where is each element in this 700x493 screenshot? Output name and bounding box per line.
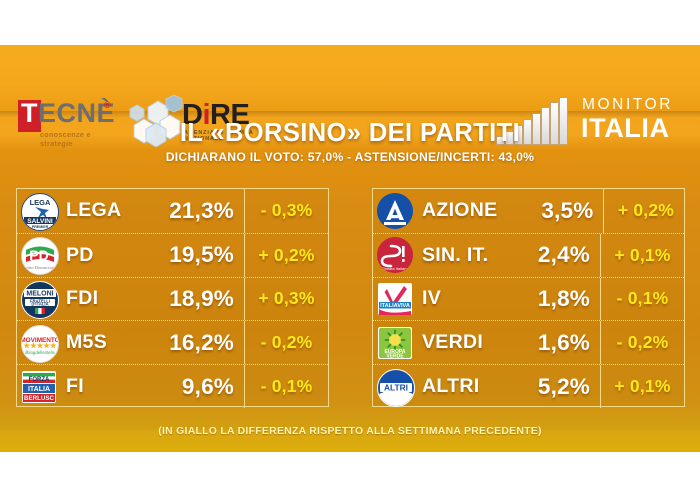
table-row[interactable]: MELONI FRATELLI D'ITALIA FDI 18,9% xyxy=(17,276,328,321)
party-percentage: 2,4% xyxy=(537,242,590,268)
iv-logo-shape: ITALIAVIVA xyxy=(378,282,412,315)
party-name: IV xyxy=(422,287,442,310)
party-delta: - 0,2% xyxy=(244,321,328,365)
party-percentage: 18,9% xyxy=(169,285,234,311)
table-row[interactable]: EUROPA VERDE VERDI 1,6% - 0,2% xyxy=(373,320,684,365)
party-percentage: 9,6% xyxy=(181,373,234,399)
party-percentage: 21,3% xyxy=(169,197,234,223)
table-row[interactable]: LEGA SALVINI PREMIER LEGA 21,3% - 0,3% xyxy=(17,189,328,233)
monitor-label: MONITOR xyxy=(582,96,674,113)
verdi-logo-shape: EUROPA VERDE xyxy=(378,326,412,359)
svg-text:ITALIA: ITALIA xyxy=(28,386,50,393)
orange-panel: TECNÈ ® conoscenze e strategie DiRE AGE xyxy=(0,45,700,452)
party-name: M5S xyxy=(66,331,107,354)
fdi-logo: MELONI FRATELLI D'ITALIA xyxy=(21,280,59,319)
party-name: FI xyxy=(66,375,84,398)
svg-text:BERLUSC: BERLUSC xyxy=(24,395,54,402)
party-delta: - 0,1% xyxy=(244,365,328,408)
table-row[interactable]: MOVIMENTO ★★★★★ ilblogdellestelle M5S 16… xyxy=(17,320,328,365)
pd-logo: PD Partito Democratico xyxy=(21,237,59,276)
dire-subtitle: AGENZIA DI STAMPA NAZIONALE xyxy=(184,130,254,142)
page-title: IL «BORSINO» DEI PARTITI xyxy=(179,119,521,147)
cubes-graphic-icon xyxy=(126,94,188,148)
dire-logo: DiRE AGENZIA DI STAMPA NAZIONALE xyxy=(182,99,292,143)
party-percentage: 1,8% xyxy=(537,285,590,311)
table-row[interactable]: FORZA ITALIA BERLUSC FI 9,6% - 0,1% xyxy=(17,364,328,408)
m5s-logo: MOVIMENTO ★★★★★ ilblogdellestelle xyxy=(21,324,59,363)
party-name: SIN. IT. xyxy=(422,243,489,266)
svg-text:FRATELLI: FRATELLI xyxy=(30,298,50,303)
party-delta: - 0,1% xyxy=(600,277,684,321)
footnote: (IN GIALLO LA DIFFERENZA RISPETTO ALLA S… xyxy=(158,426,542,437)
svg-text:LEGA: LEGA xyxy=(30,198,51,207)
party-percentage: 3,5% xyxy=(541,197,594,223)
table-row[interactable]: PD Partito Democratico PD 19,5% + 0,2% xyxy=(17,232,328,277)
right-results-table: AZIONE 3,5% + 0,2% Sinistra Italiana xyxy=(372,188,685,408)
table-row[interactable]: ITALIAVIVA IV 1,8% - 0,1% xyxy=(373,276,684,321)
svg-text:MOVIMENTO: MOVIMENTO xyxy=(22,337,58,344)
table-row[interactable]: AZIONE 3,5% + 0,2% xyxy=(373,189,684,233)
tecne-red-block xyxy=(18,100,41,132)
tecne-registered-mark: ® xyxy=(104,100,111,110)
svg-text:MELONI: MELONI xyxy=(26,291,53,298)
party-percentage: 16,2% xyxy=(169,329,234,355)
tecne-wordmark: TECNÈ xyxy=(21,98,116,128)
page-subtitle: DICHIARANO IL VOTO: 57,0% - ASTENSIONE/I… xyxy=(165,150,535,164)
party-delta: - 0,2% xyxy=(600,321,684,365)
svg-text:SALVINI: SALVINI xyxy=(27,218,53,225)
party-name: LEGA xyxy=(66,199,122,222)
svg-text:ITALIAVIVA: ITALIAVIVA xyxy=(380,303,410,309)
party-delta: + 0,1% xyxy=(600,233,684,277)
svg-text:FORZA: FORZA xyxy=(29,377,50,383)
svg-text:Partito Democratico: Partito Democratico xyxy=(22,265,58,270)
sinit-logo: Sinistra Italiana xyxy=(377,237,413,274)
party-name: AZIONE xyxy=(422,199,498,222)
fi-logo: FORZA ITALIA BERLUSC xyxy=(21,369,57,405)
header-band xyxy=(0,45,700,111)
party-percentage: 19,5% xyxy=(169,242,234,268)
fi-logo-shape: FORZA ITALIA BERLUSC xyxy=(22,370,56,403)
left-results-table: LEGA SALVINI PREMIER LEGA 21,3% - 0,3% xyxy=(16,188,329,408)
party-name: ALTRI xyxy=(422,375,480,398)
iv-logo: ITALIAVIVA xyxy=(377,281,413,317)
azione-logo xyxy=(377,192,413,229)
party-delta: + 0,3% xyxy=(244,277,328,321)
lega-logo: LEGA SALVINI PREMIER xyxy=(21,192,59,231)
party-delta: + 0,1% xyxy=(600,365,684,408)
svg-text:ilblogdellestelle: ilblogdellestelle xyxy=(25,350,55,355)
party-percentage: 5,2% xyxy=(537,373,590,399)
svg-text:Sinistra Italiana: Sinistra Italiana xyxy=(381,266,409,271)
altri-logo: ALTRI xyxy=(377,368,415,407)
verdi-logo: EUROPA VERDE xyxy=(377,325,413,361)
dire-wordmark: DiRE xyxy=(182,99,250,131)
svg-text:D'ITALIA: D'ITALIA xyxy=(31,302,48,307)
monitor-italia-logo: MONITOR ITALIA xyxy=(496,93,686,147)
party-delta: + 0,2% xyxy=(244,233,328,277)
tecne-logo: TECNÈ ® conoscenze e strategie xyxy=(18,98,123,148)
party-delta: + 0,2% xyxy=(603,189,687,233)
footer-band xyxy=(0,430,700,452)
party-name: FDI xyxy=(66,287,99,310)
svg-text:ALTRI: ALTRI xyxy=(384,382,408,392)
table-row[interactable]: Sinistra Italiana SIN. IT. 2,4% + 0,1% xyxy=(373,232,684,277)
svg-text:PREMIER: PREMIER xyxy=(32,225,49,229)
header-shadow xyxy=(0,111,700,118)
tecne-tagline: conoscenze e strategie xyxy=(40,130,91,148)
party-delta: - 0,3% xyxy=(244,189,328,233)
party-name: VERDI xyxy=(422,331,484,354)
svg-text:PD: PD xyxy=(29,247,48,263)
tables-container: LEGA SALVINI PREMIER LEGA 21,3% - 0,3% xyxy=(0,45,700,452)
italia-label: ITALIA xyxy=(581,113,670,143)
svg-text:★★★★★: ★★★★★ xyxy=(22,341,57,350)
party-percentage: 1,6% xyxy=(537,329,590,355)
party-name: PD xyxy=(66,243,94,266)
svg-text:VERDE: VERDE xyxy=(386,353,404,359)
svg-text:EUROPA: EUROPA xyxy=(384,349,405,355)
table-row[interactable]: ALTRI ALTRI 5,2% + 0,1% xyxy=(373,364,684,408)
bars-graphic-icon xyxy=(496,97,574,145)
